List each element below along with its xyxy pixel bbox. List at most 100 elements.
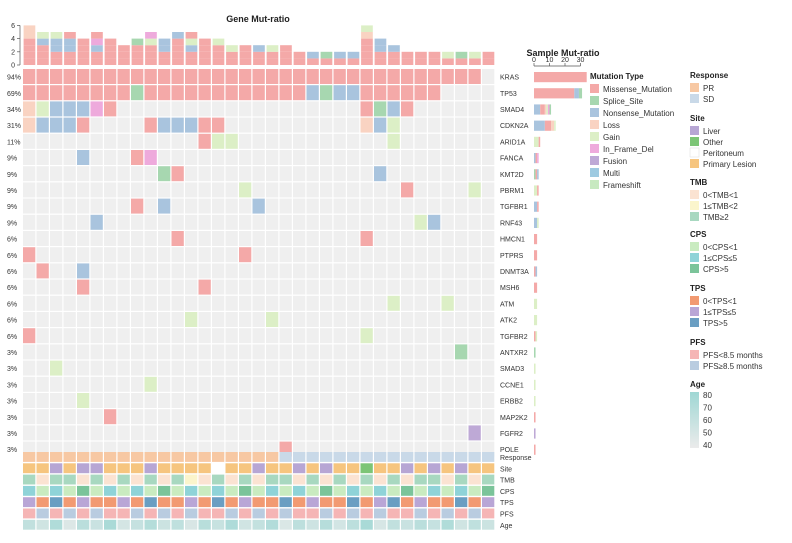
empty-cell xyxy=(320,150,333,165)
empty-cell xyxy=(36,214,49,230)
annotation-cell-cps xyxy=(77,485,90,496)
gene-name-label: PTPRS xyxy=(500,253,524,260)
empty-cell xyxy=(374,312,387,327)
empty-cell xyxy=(374,360,387,376)
side-bar-segment xyxy=(534,444,536,455)
empty-cell xyxy=(468,295,481,311)
legend-swatch xyxy=(590,132,599,141)
empty-cell xyxy=(468,393,481,408)
gene-percent-label: 11% xyxy=(7,139,21,146)
annotation-cell-tps xyxy=(225,497,238,508)
annotation-cell-age xyxy=(117,519,130,530)
annotation-cell-tmb xyxy=(225,474,238,485)
annotation-cell-response xyxy=(293,452,306,462)
empty-cell xyxy=(293,409,306,425)
empty-cell xyxy=(482,133,495,149)
empty-cell xyxy=(171,393,184,408)
empty-cell xyxy=(293,198,306,214)
side-axis-tick-label: 0 xyxy=(532,57,536,64)
top-bar-segment xyxy=(77,38,90,46)
empty-cell xyxy=(50,344,63,360)
empty-cell xyxy=(171,295,184,311)
annotation-cell-site xyxy=(198,463,211,474)
legend-title-site: Site xyxy=(690,114,705,123)
empty-cell xyxy=(212,393,225,408)
empty-cell xyxy=(90,376,103,392)
top-bar-segment xyxy=(212,38,225,46)
empty-cell xyxy=(50,214,63,230)
gene-percent-label: 3% xyxy=(7,415,17,422)
mutation-cell xyxy=(333,69,346,84)
annotation-cell-age xyxy=(144,519,157,530)
empty-cell xyxy=(252,409,265,425)
mutation-cell xyxy=(23,247,36,263)
empty-cell xyxy=(63,231,76,246)
empty-cell xyxy=(36,393,49,408)
empty-cell xyxy=(266,409,279,425)
empty-cell xyxy=(279,425,292,441)
side-bar-segment xyxy=(534,153,536,164)
side-bar-segment xyxy=(534,363,536,374)
empty-cell xyxy=(482,182,495,198)
empty-cell xyxy=(185,376,198,392)
empty-cell xyxy=(185,344,198,360)
empty-cell xyxy=(279,166,292,182)
empty-cell xyxy=(212,425,225,441)
mutation-cell xyxy=(36,85,49,101)
empty-cell xyxy=(374,214,387,230)
mutation-cell xyxy=(185,69,198,84)
empty-cell xyxy=(36,360,49,376)
empty-cell xyxy=(374,295,387,311)
annotation-cell-site xyxy=(77,463,90,474)
empty-cell xyxy=(239,393,252,408)
mutation-cell xyxy=(77,101,90,117)
mutation-cell xyxy=(36,101,49,117)
annotation-cell-site xyxy=(347,463,360,474)
empty-cell xyxy=(158,231,171,246)
empty-cell xyxy=(23,295,36,311)
empty-cell xyxy=(266,263,279,279)
gene-percent-label: 6% xyxy=(7,318,17,325)
empty-cell xyxy=(131,117,144,133)
empty-cell xyxy=(77,425,90,441)
side-bar-segment xyxy=(534,298,538,309)
empty-cell xyxy=(293,344,306,360)
empty-cell xyxy=(306,328,319,344)
mutation-cell xyxy=(387,117,400,133)
top-bar-segment xyxy=(23,38,36,46)
annotation-cell-cps xyxy=(144,485,157,496)
top-bar-segment xyxy=(307,51,319,59)
empty-cell xyxy=(117,198,130,214)
annotation-cell-tmb xyxy=(185,474,198,485)
empty-cell xyxy=(212,150,225,165)
legends: Mutation Type Missense_Mutation Splice_Sit… xyxy=(590,71,763,450)
empty-cell xyxy=(306,312,319,327)
empty-cell xyxy=(36,198,49,214)
annotation-cell-tps xyxy=(279,497,292,508)
mutation-cell xyxy=(117,69,130,84)
legend-swatch xyxy=(590,96,599,105)
mutation-cell xyxy=(63,101,76,117)
empty-cell xyxy=(185,133,198,149)
empty-cell xyxy=(36,328,49,344)
empty-cell xyxy=(266,166,279,182)
empty-cell xyxy=(117,263,130,279)
top-bar-segment xyxy=(199,38,211,46)
empty-cell xyxy=(225,214,238,230)
empty-cell xyxy=(441,376,454,392)
annotation-cell-age xyxy=(414,519,427,530)
empty-cell xyxy=(77,328,90,344)
empty-cell xyxy=(320,117,333,133)
mutation-cell xyxy=(36,117,49,133)
mutation-cell xyxy=(293,85,306,101)
top-bar-segment xyxy=(50,38,63,46)
annotation-cell-age xyxy=(441,519,454,530)
empty-cell xyxy=(279,247,292,263)
top-axis-tick-label: 6 xyxy=(11,23,15,30)
empty-cell xyxy=(293,295,306,311)
empty-cell xyxy=(360,425,373,441)
side-bar-segment xyxy=(534,72,587,83)
empty-cell xyxy=(414,231,427,246)
empty-cell xyxy=(320,263,333,279)
mutation-cell xyxy=(239,69,252,84)
